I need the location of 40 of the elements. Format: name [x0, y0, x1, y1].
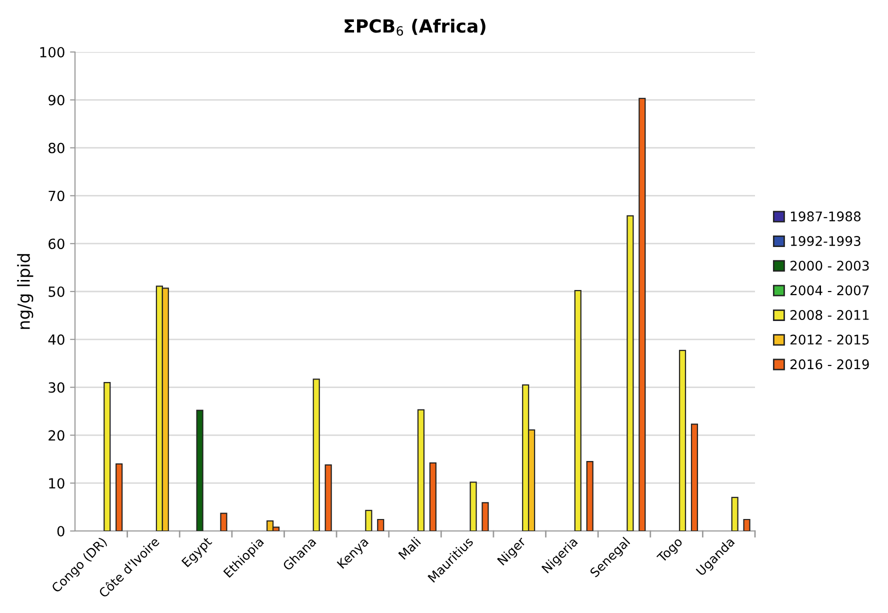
bar: [377, 518, 384, 531]
bar: [678, 350, 686, 531]
y-tick-label: 50: [48, 286, 64, 297]
y-tick-label: 10: [49, 478, 64, 489]
legend-label: 2008 - 2011: [790, 310, 869, 320]
bar: [220, 512, 228, 531]
y-tick-label: 80: [48, 142, 64, 154]
y-tick-label: 30: [48, 382, 64, 393]
bar: [196, 410, 204, 531]
bar: [586, 460, 594, 531]
y-tick-label: 60: [48, 238, 64, 250]
bar: [743, 518, 750, 531]
legend-label: 2004 - 2007: [790, 285, 869, 296]
bar: [470, 482, 477, 531]
y-tick-label: 20: [48, 430, 64, 441]
bar: [690, 424, 698, 531]
chart-title: ΣPCB$_{6}$ (Africa): [344, 18, 486, 36]
y-tick-label: 100: [40, 46, 64, 58]
legend-label: 2012 - 2015: [790, 334, 869, 345]
bar: [574, 290, 582, 531]
bar: [626, 215, 634, 531]
y-tick-label: 0: [57, 526, 64, 536]
bar: [116, 463, 123, 531]
bar: [638, 98, 646, 531]
bar: [482, 502, 489, 531]
y-tick-label: 40: [48, 334, 64, 345]
y-tick-label: 90: [48, 94, 64, 106]
legend-label: 2000 - 2003: [790, 260, 869, 271]
bar: [104, 382, 111, 531]
legend-label: 1992-1993: [790, 236, 860, 246]
legend-label: 1987-1988: [790, 211, 861, 222]
y-tick-label: 70: [48, 190, 64, 202]
bar: [365, 510, 372, 531]
legend-label: 2016 - 2019: [790, 359, 869, 370]
y-axis-title: ng/g lipid: [17, 254, 34, 329]
bar: [417, 409, 425, 531]
bar: [324, 464, 332, 531]
bar: [429, 462, 436, 531]
bar: [731, 496, 738, 531]
bar: [312, 378, 320, 531]
